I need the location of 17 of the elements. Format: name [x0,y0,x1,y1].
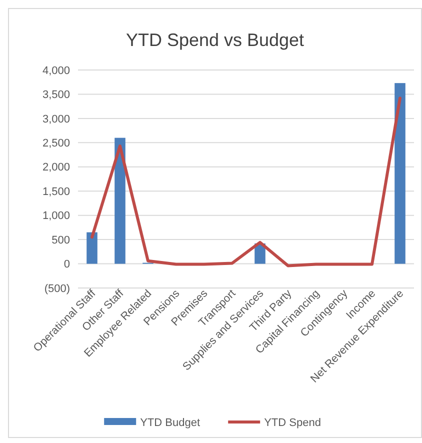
y-tick-label: 3,000 [42,113,70,126]
y-tick-label: (500) [44,282,70,295]
y-tick-label: 3,500 [42,89,70,102]
y-tick-label: 1,500 [42,186,70,198]
bar [394,83,406,264]
y-tick-label: 1,000 [42,210,70,222]
bar [86,232,98,264]
line-series [90,96,402,268]
y-tick-label: 2,500 [42,138,70,150]
legend-label: YTD Spend [264,417,321,429]
y-tick-label: 2,000 [42,162,70,174]
y-tick-label: 0 [64,258,70,271]
y-tick-label: 4,000 [42,64,70,77]
bar [114,138,126,264]
y-tick-label: 500 [52,234,70,246]
legend-label: YTD Budget [140,417,200,429]
chart-title: YTD Spend vs Budget [126,30,304,50]
